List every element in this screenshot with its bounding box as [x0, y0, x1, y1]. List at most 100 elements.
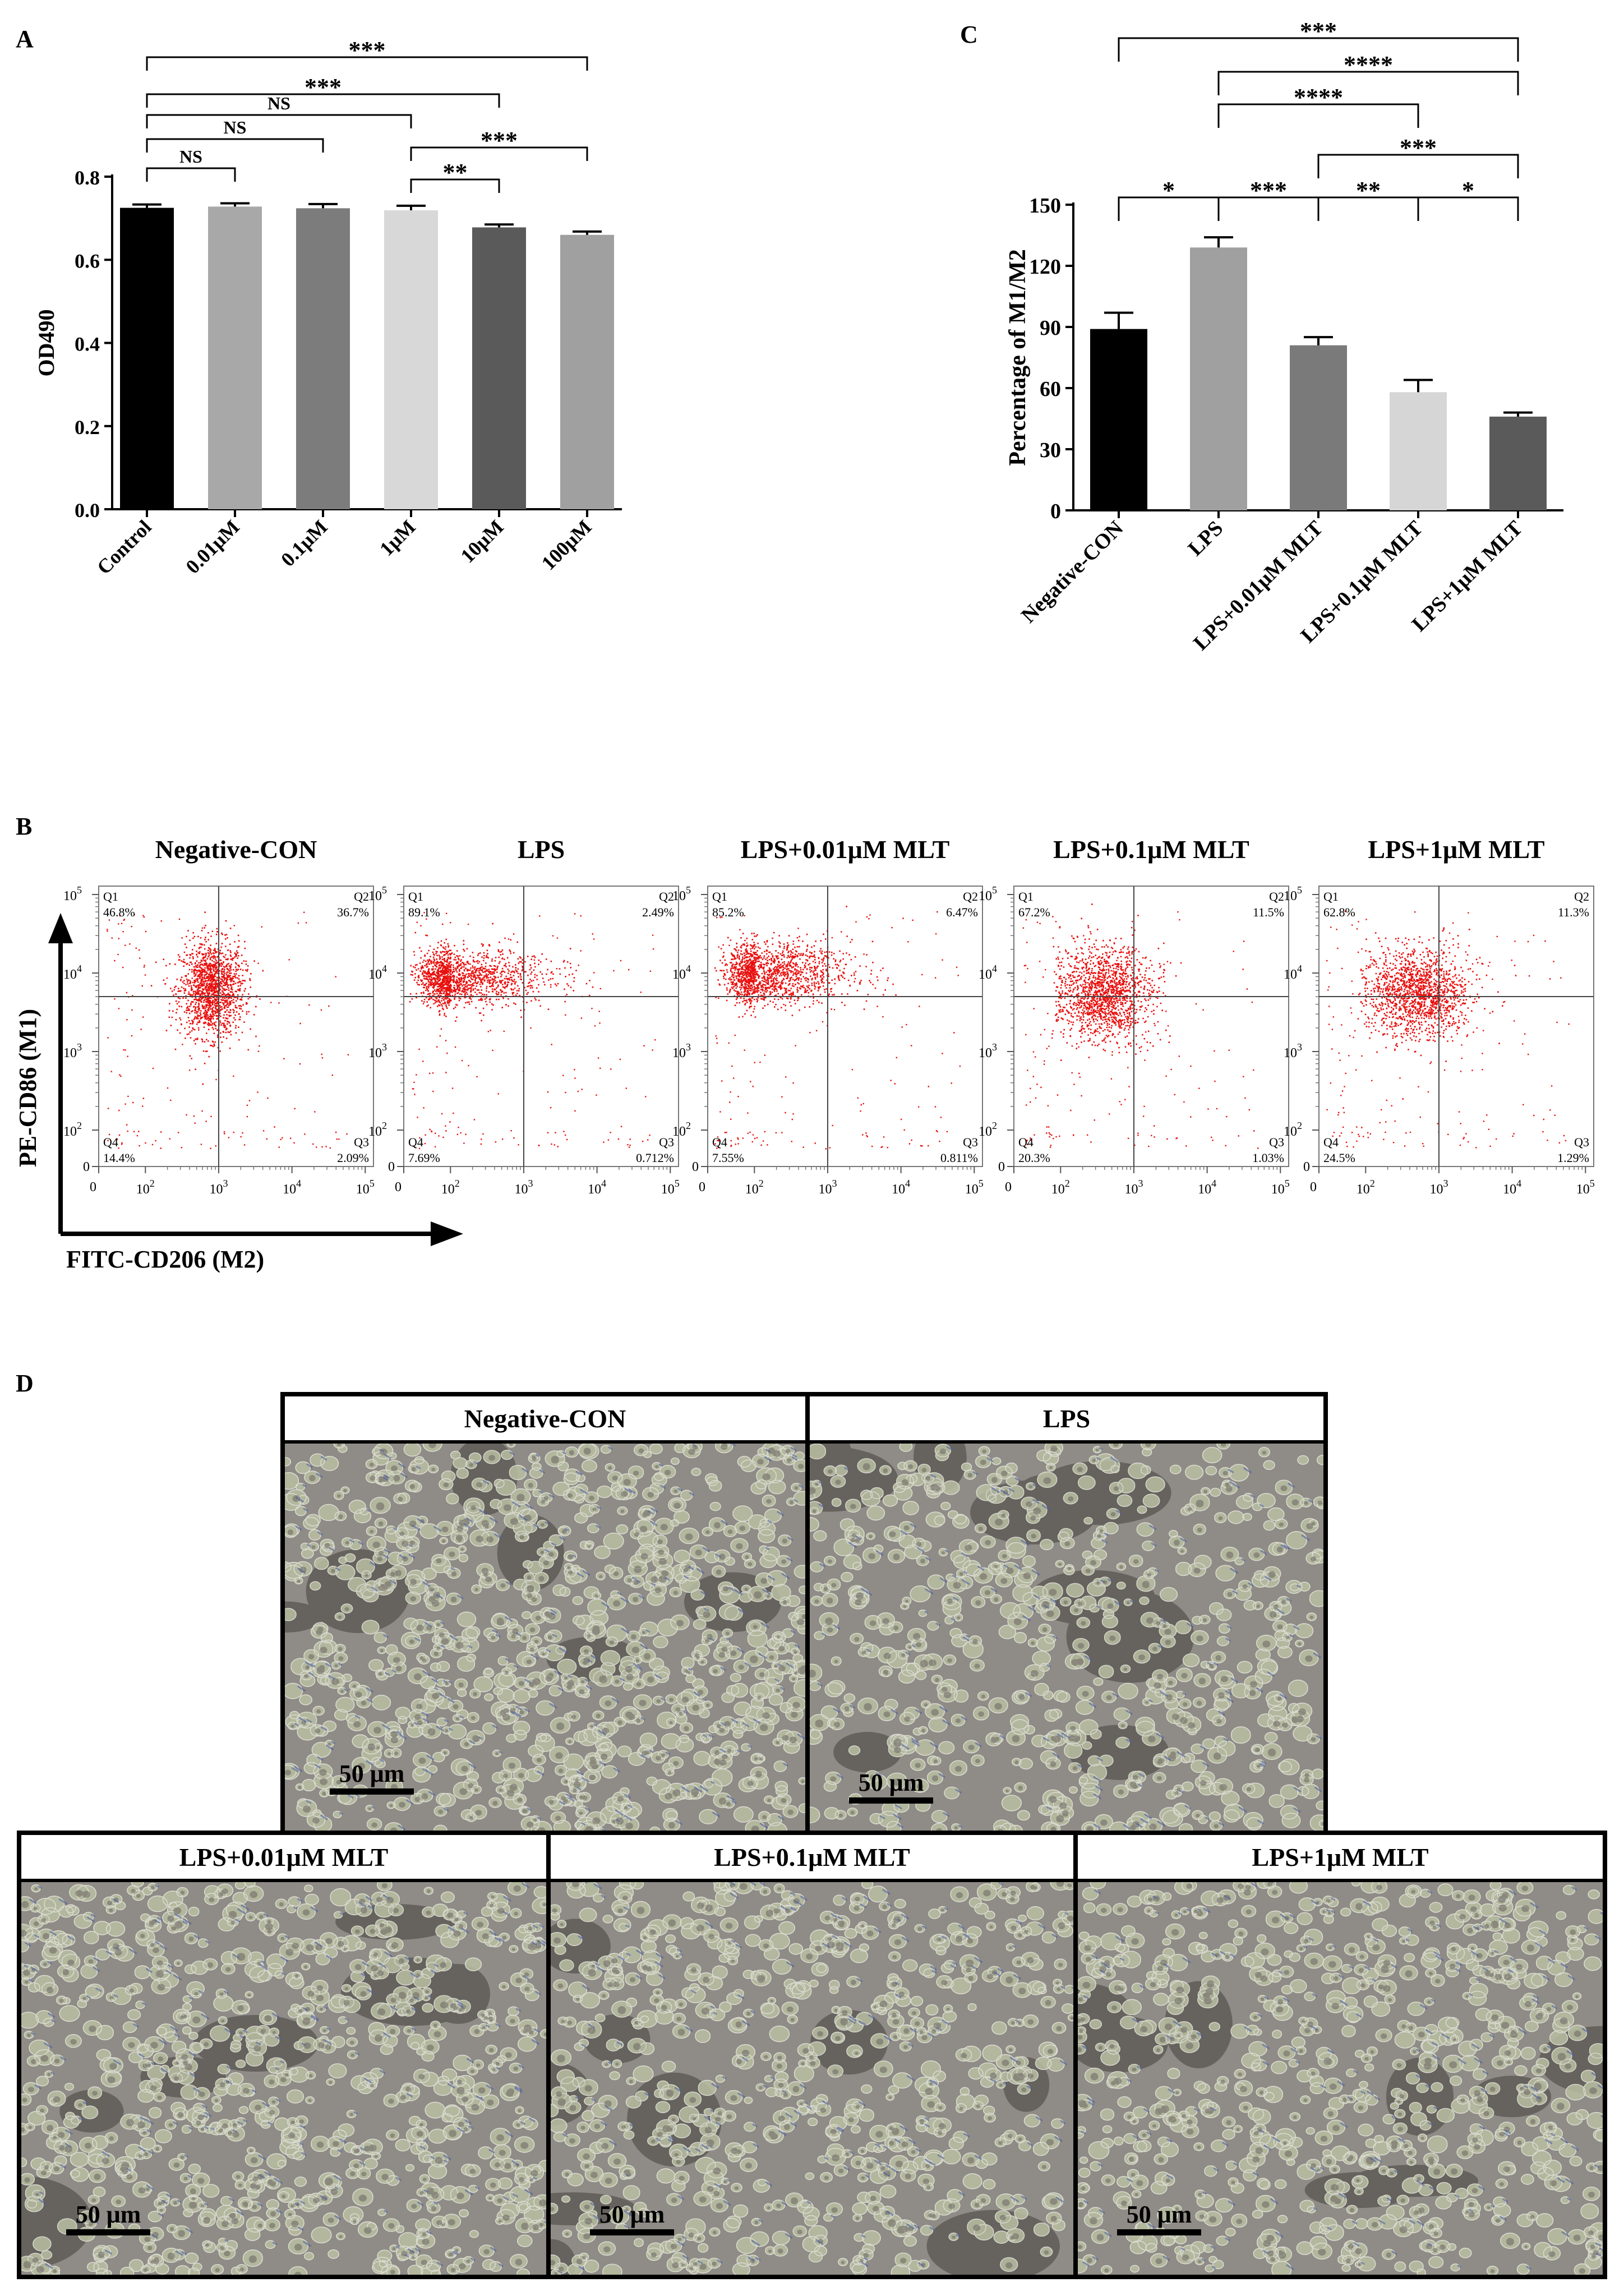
flow-plot-3: LPS+0.01μM MLT Q1 85.2% Q2 6.47% Q3 0.811% Q4 7.…: [672, 835, 984, 1197]
significance-bracket: [146, 167, 236, 182]
micrograph-title: LPS+0.1μM MLT: [551, 1835, 1073, 1882]
quadrant-label: Q4: [1018, 1135, 1034, 1149]
significance-bracket: [146, 138, 324, 153]
significance-bracket: [146, 56, 588, 71]
y-tick-label: 105: [63, 884, 82, 903]
flow-plot-4: LPS+0.1μM MLT Q1 67.2% Q2 11.5% Q3 1.03% Q4 20.3…: [979, 835, 1290, 1197]
bar-1: [120, 208, 174, 509]
scale-bar: 50 μm: [66, 2202, 150, 2235]
significance-bracket: [410, 146, 588, 161]
micrograph-cell-nuclei: [551, 1882, 1073, 2275]
y-tick-label: 102: [672, 1120, 691, 1139]
scale-bar-label: 50 μm: [339, 1760, 405, 1787]
micrograph-lps-0-01um-mlt: LPS+0.01μM MLT 50 μm: [17, 1831, 551, 2279]
quadrant-label: Q4: [1323, 1135, 1339, 1149]
y-axis-label: OD490: [34, 310, 59, 377]
micrograph-image: [551, 1882, 1073, 2275]
flow-plot-frame: [707, 886, 983, 1167]
quadrant-value-q4: 7.55%: [712, 1151, 744, 1165]
x-tick-label: 102: [1357, 1178, 1375, 1197]
quadrant-label: Q2: [963, 889, 978, 903]
micrograph-title: LPS+1μM MLT: [1078, 1835, 1603, 1882]
quadrant-label: Q1: [1018, 889, 1034, 903]
y-tick-label: 0.2: [75, 416, 100, 439]
y-tick-label: 0: [83, 1160, 90, 1174]
micrograph-cells: [810, 1444, 1323, 1832]
bar-2: [1190, 247, 1247, 510]
y-tick-label: 105: [979, 884, 997, 903]
y-tick-label: 103: [979, 1041, 997, 1061]
y-tick-label: 103: [672, 1041, 691, 1061]
micrograph-gaps: [1078, 1981, 1603, 2209]
micrograph-cell-edges: [24, 1882, 546, 2270]
y-axis-label: Percentage of M1/M2: [1005, 249, 1031, 465]
flow-x-axis-label: FITC-CD206 (M2): [66, 1246, 264, 1273]
quadrant-label: Q2: [1574, 889, 1589, 903]
quadrant-value-q2: 2.49%: [642, 905, 674, 919]
significance-label: **: [1356, 177, 1381, 204]
scale-bar: 50 μm: [849, 1771, 933, 1804]
significance-label: ****: [1294, 84, 1343, 111]
flow-cytometry-panel: PE-CD86 (M1) FITC-CD206 (M2) Negative-CON Q…: [14, 835, 1595, 1273]
quadrant-value-q3: 0.811%: [940, 1151, 978, 1165]
x-tick-label: 102: [745, 1178, 764, 1197]
y-tick-label: 0: [998, 1160, 1005, 1174]
micrograph-cell-edges: [1080, 1882, 1603, 2271]
x-tick-label: 10μM: [456, 515, 507, 567]
chart-c-m1-m2-percentage: 0 30 60 90 120 150 Percentage of M1/M2 Negative…: [1005, 17, 1563, 655]
quadrant-value-q2: 11.5%: [1253, 905, 1284, 919]
chart-a-od490: 0.0 0.2 0.4 0.6 0.8 OD490 Control 0.01μM 0.1μM 1μ…: [34, 36, 622, 579]
flow-plot-2: LPS Q1 89.1% Q2 2.49% Q3 0.712% Q4 7.69% 00 102 102…: [368, 835, 680, 1197]
quadrant-value-q2: 36.7%: [337, 905, 369, 919]
x-tick-label: 105: [356, 1178, 375, 1197]
y-tick-label: 0.6: [75, 250, 100, 272]
y-tick-label: 105: [1284, 884, 1302, 903]
flow-dot-cloud: [107, 911, 349, 1149]
flow-plot-title: LPS+1μM MLT: [1368, 835, 1544, 864]
significance-bracket: [146, 114, 412, 128]
micrograph-gaps: [21, 1903, 491, 2269]
scale-bar-line: [1117, 2229, 1201, 2235]
x-tick-label: Control: [93, 515, 156, 579]
significance-label: ***: [1300, 17, 1337, 45]
micrograph-image: [1078, 1882, 1603, 2275]
y-tick-label: 120: [1029, 255, 1061, 279]
x-tick-label: 102: [136, 1178, 155, 1197]
quadrant-label: Q2: [1269, 889, 1284, 903]
quadrant-label: Q3: [1269, 1135, 1284, 1149]
quadrant-label: Q3: [354, 1135, 369, 1149]
x-tick-label: 103: [209, 1178, 228, 1197]
micrograph-cell-nuclei: [21, 1883, 546, 2275]
x-tick-label: 105: [1576, 1178, 1595, 1197]
quadrant-value-q3: 1.03%: [1252, 1151, 1284, 1165]
quadrant-label: Q3: [1574, 1135, 1589, 1149]
quadrant-value-q3: 1.29%: [1557, 1151, 1589, 1165]
quadrant-label: Q1: [408, 889, 423, 903]
y-tick-label: 150: [1029, 194, 1061, 218]
x-tick-label: 0: [1005, 1180, 1012, 1195]
micrograph-lps-1um-mlt: LPS+1μM MLT 50 μm: [1073, 1831, 1607, 2279]
y-axis-arrow-head: [48, 913, 73, 943]
y-tick-label: 104: [63, 963, 82, 982]
micrograph-lps: LPS 50 μm: [805, 1392, 1328, 1836]
flow-dot-cloud: [714, 906, 961, 1150]
x-tick-label: 104: [283, 1178, 301, 1197]
flow-plot-5: LPS+1μM MLT Q1 62.8% Q2 11.3% Q3 1.29% Q4 24.5% 0…: [1284, 835, 1595, 1197]
x-tick-label: 103: [1124, 1178, 1143, 1197]
scale-bar-line: [330, 1788, 414, 1795]
flow-y-axis-label: PE-CD86 (M1): [14, 1009, 41, 1167]
y-tick-label: 103: [1284, 1041, 1302, 1061]
significance-label: NS: [267, 93, 290, 113]
x-tick-label: 0: [395, 1180, 402, 1195]
significance-label: *: [1462, 177, 1474, 204]
x-tick-label: 0: [90, 1180, 96, 1195]
y-tick-label: 105: [368, 884, 387, 903]
x-tick-label: Negative-CON: [1017, 517, 1128, 628]
quadrant-label: Q4: [103, 1135, 118, 1149]
quadrant-value-q1: 62.8%: [1323, 905, 1355, 919]
panel-letter-b: B: [16, 813, 33, 840]
quadrant-value-q1: 89.1%: [408, 905, 440, 919]
quadrant-label: Q2: [659, 889, 674, 903]
flow-plot-frame: [403, 886, 679, 1167]
x-tick-label: 104: [1503, 1178, 1521, 1197]
